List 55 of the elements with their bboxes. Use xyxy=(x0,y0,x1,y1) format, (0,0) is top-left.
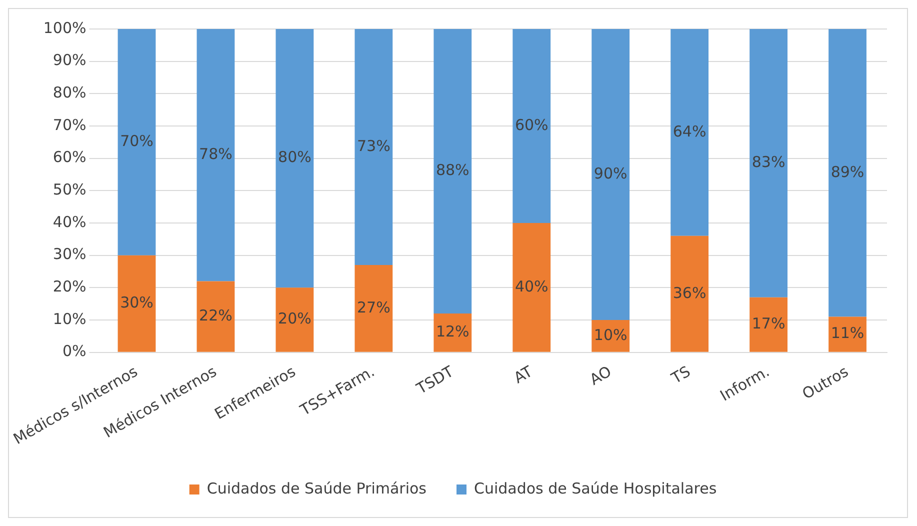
data-label: 40% xyxy=(514,277,548,296)
data-label: 30% xyxy=(120,293,154,312)
data-label: 80% xyxy=(278,148,312,166)
bar xyxy=(828,316,866,352)
data-label: 27% xyxy=(356,298,390,316)
data-label: 78% xyxy=(199,144,232,163)
data-label: 11% xyxy=(830,324,864,342)
bar xyxy=(354,265,393,352)
bar xyxy=(434,314,472,352)
y-tick-label: 60% xyxy=(52,148,86,166)
data-label: 73% xyxy=(356,136,390,155)
bar xyxy=(750,29,788,298)
bar xyxy=(512,222,551,352)
data-label: 12% xyxy=(436,322,470,341)
data-label: 36% xyxy=(672,284,706,302)
bar xyxy=(434,29,472,314)
data-label: 22% xyxy=(199,306,232,324)
data-label: 17% xyxy=(752,314,786,332)
bar xyxy=(196,29,235,282)
bar xyxy=(670,236,709,352)
bar xyxy=(750,297,788,352)
bar xyxy=(670,29,709,236)
x-tick-label: TS xyxy=(667,362,694,388)
x-tick-label: AT xyxy=(510,362,536,388)
bar xyxy=(276,29,314,288)
y-tick-label: 0% xyxy=(62,342,86,360)
data-label: 88% xyxy=(436,161,470,180)
bar xyxy=(118,255,156,352)
legend-label: Cuidados de Saúde Hospitalares xyxy=(474,479,717,498)
y-tick-label: 80% xyxy=(52,84,86,102)
y-tick-label: 50% xyxy=(52,180,86,199)
bar xyxy=(196,281,235,352)
data-label: 70% xyxy=(120,132,154,150)
data-label: 64% xyxy=(672,122,706,140)
bar xyxy=(592,29,630,320)
legend-label: Cuidados de Saúde Primários xyxy=(206,479,427,498)
y-tick-label: 70% xyxy=(52,116,86,134)
y-tick-label: 90% xyxy=(52,51,86,70)
bar xyxy=(828,29,866,317)
y-tick-label: 30% xyxy=(52,245,86,264)
data-label: 60% xyxy=(514,116,548,134)
bar xyxy=(276,288,314,352)
data-label: 90% xyxy=(594,164,628,182)
bar xyxy=(354,29,393,266)
y-tick-label: 40% xyxy=(52,212,86,231)
x-tick-label: AO xyxy=(586,362,615,389)
y-tick-label: 10% xyxy=(52,310,86,328)
data-label: 89% xyxy=(830,162,864,181)
y-tick-label: 20% xyxy=(52,278,86,296)
data-label: 20% xyxy=(278,310,312,328)
bar xyxy=(118,29,156,256)
data-label: 10% xyxy=(594,326,628,344)
bar xyxy=(512,29,551,223)
data-label: 83% xyxy=(752,153,786,172)
y-tick-label: 100% xyxy=(43,18,86,37)
